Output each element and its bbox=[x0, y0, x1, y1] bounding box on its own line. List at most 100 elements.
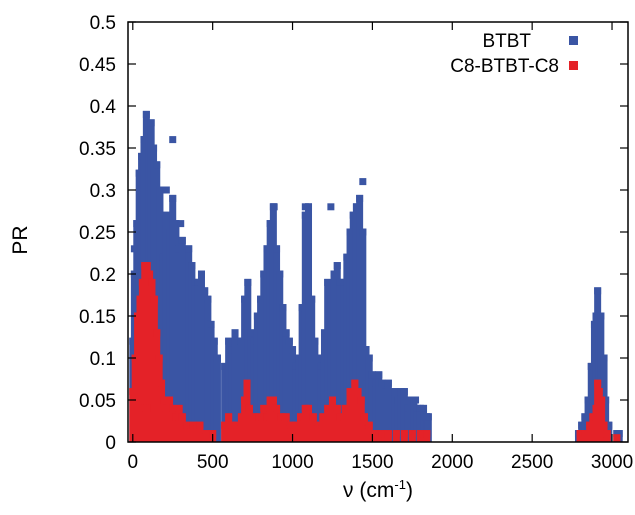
data-point-column bbox=[598, 396, 606, 442]
x-tick-label: 2000 bbox=[431, 452, 473, 473]
legend-label-c8-btbt-c8: C8-BTBT-C8 bbox=[450, 56, 559, 77]
data-point bbox=[333, 404, 341, 412]
data-point bbox=[365, 354, 373, 362]
data-point bbox=[328, 396, 336, 404]
data-point bbox=[391, 388, 399, 396]
x-tick-label: 1000 bbox=[271, 452, 313, 473]
data-point bbox=[597, 312, 605, 320]
data-point bbox=[178, 413, 186, 421]
data-point bbox=[289, 346, 297, 354]
series-1 bbox=[129, 262, 621, 442]
data-point bbox=[279, 304, 287, 312]
data-point bbox=[360, 413, 368, 421]
y-tick-label: 0.3 bbox=[90, 181, 116, 202]
data-point-column bbox=[602, 396, 610, 442]
data-point bbox=[155, 354, 163, 362]
x-tick-label: 3000 bbox=[591, 452, 633, 473]
data-point bbox=[197, 270, 205, 278]
x-tick-label: 1500 bbox=[351, 452, 393, 473]
data-point bbox=[308, 295, 316, 303]
data-point bbox=[243, 379, 251, 387]
data-point bbox=[375, 371, 383, 379]
data-point bbox=[423, 430, 431, 438]
legend-marker-btbt bbox=[569, 36, 578, 45]
data-point bbox=[172, 220, 180, 228]
data-point bbox=[354, 388, 362, 396]
data-point bbox=[378, 379, 386, 387]
data-point bbox=[130, 245, 138, 253]
data-point bbox=[247, 329, 255, 337]
data-point bbox=[420, 404, 428, 412]
data-point bbox=[301, 203, 309, 211]
data-point bbox=[392, 430, 400, 438]
data-point-column bbox=[359, 228, 367, 442]
legend-label-btbt: BTBT bbox=[482, 31, 531, 52]
data-point bbox=[213, 354, 221, 362]
data-point bbox=[282, 329, 290, 337]
x-axis-title-suffix: ) bbox=[406, 479, 413, 502]
y-tick-label: 0.2 bbox=[90, 265, 116, 286]
data-point bbox=[412, 396, 420, 404]
data-point bbox=[196, 421, 204, 429]
data-point bbox=[148, 278, 156, 286]
data-point bbox=[162, 186, 170, 194]
data-point bbox=[270, 203, 278, 211]
x-axis-title-superscript: -1 bbox=[394, 477, 406, 492]
x-axis-title-main: ν (cm bbox=[343, 479, 394, 502]
data-point bbox=[231, 329, 239, 337]
data-point bbox=[600, 354, 608, 362]
data-point bbox=[384, 379, 392, 387]
data-point bbox=[285, 337, 293, 345]
data-point bbox=[146, 270, 154, 278]
data-point bbox=[153, 329, 161, 337]
data-point bbox=[158, 379, 166, 387]
data-point bbox=[134, 270, 142, 278]
data-point bbox=[210, 337, 218, 345]
data-point bbox=[594, 287, 602, 295]
data-point bbox=[175, 404, 183, 412]
data-point-column bbox=[213, 354, 221, 442]
data-point bbox=[327, 203, 335, 211]
data-point bbox=[135, 404, 143, 412]
data-point bbox=[356, 194, 364, 202]
data-point bbox=[153, 161, 161, 169]
data-point bbox=[613, 434, 621, 442]
y-tick-label: 0.5 bbox=[90, 13, 116, 34]
data-point bbox=[408, 430, 416, 438]
data-point bbox=[245, 404, 253, 412]
y-tick-label: 0.15 bbox=[79, 307, 116, 328]
x-tick-label: 0 bbox=[128, 452, 139, 473]
data-point bbox=[260, 404, 268, 412]
data-point bbox=[351, 379, 359, 387]
data-point bbox=[269, 396, 277, 404]
data-point bbox=[147, 119, 155, 127]
legend: BTBT C8-BTBT-C8 bbox=[450, 31, 578, 77]
data-point bbox=[201, 287, 209, 295]
data-point bbox=[143, 262, 151, 270]
data-point bbox=[598, 396, 606, 404]
data-point bbox=[156, 186, 164, 194]
y-tick-label: 0.25 bbox=[79, 223, 116, 244]
y-tick-label: 0 bbox=[105, 433, 116, 454]
y-tick-label: 0.1 bbox=[90, 349, 116, 370]
data-point bbox=[169, 194, 177, 202]
data-point bbox=[615, 430, 623, 438]
data-point bbox=[595, 388, 603, 396]
data-point bbox=[169, 404, 177, 412]
y-tick-label: 0.05 bbox=[79, 391, 116, 412]
data-point bbox=[276, 270, 284, 278]
data-point bbox=[603, 430, 611, 438]
data-point-column bbox=[365, 421, 373, 442]
data-point bbox=[162, 211, 170, 219]
data-point bbox=[359, 228, 367, 236]
data-point bbox=[314, 354, 322, 362]
data-point bbox=[359, 178, 367, 186]
data-point bbox=[185, 245, 193, 253]
y-tick-label: 0.45 bbox=[79, 55, 116, 76]
data-point bbox=[400, 388, 408, 396]
data-point bbox=[209, 430, 217, 438]
data-point bbox=[273, 404, 281, 412]
data-point bbox=[282, 413, 290, 421]
x-axis-title: ν (cm-1) bbox=[343, 477, 413, 502]
